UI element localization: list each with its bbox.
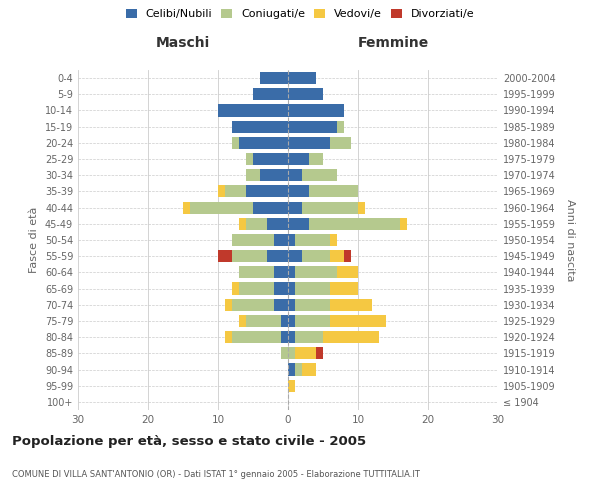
Bar: [295, 364, 302, 376]
Bar: [295, 266, 337, 278]
Bar: [260, 72, 288, 84]
Bar: [281, 315, 288, 327]
Bar: [323, 331, 379, 343]
Bar: [232, 120, 288, 132]
Bar: [253, 202, 288, 213]
Bar: [232, 234, 274, 246]
Bar: [288, 169, 302, 181]
Bar: [288, 364, 295, 376]
Bar: [295, 298, 330, 311]
Bar: [288, 186, 309, 198]
Y-axis label: Fasce di età: Fasce di età: [29, 207, 39, 273]
Bar: [218, 104, 288, 117]
Bar: [288, 282, 295, 294]
Bar: [225, 331, 232, 343]
Bar: [190, 202, 253, 213]
Bar: [288, 88, 323, 101]
Bar: [302, 250, 330, 262]
Bar: [330, 282, 358, 294]
Bar: [288, 250, 302, 262]
Bar: [358, 202, 365, 213]
Bar: [288, 234, 295, 246]
Bar: [274, 234, 288, 246]
Bar: [295, 348, 316, 360]
Bar: [288, 348, 295, 360]
Bar: [246, 315, 281, 327]
Bar: [246, 218, 267, 230]
Bar: [330, 137, 351, 149]
Bar: [288, 266, 295, 278]
Bar: [295, 234, 330, 246]
Bar: [337, 266, 358, 278]
Bar: [330, 250, 344, 262]
Text: COMUNE DI VILLA SANT'ANTONIO (OR) - Dati ISTAT 1° gennaio 2005 - Elaborazione TU: COMUNE DI VILLA SANT'ANTONIO (OR) - Dati…: [12, 470, 420, 479]
Bar: [309, 153, 323, 165]
Bar: [400, 218, 407, 230]
Bar: [232, 298, 274, 311]
Bar: [344, 250, 351, 262]
Bar: [246, 186, 288, 198]
Text: Popolazione per età, sesso e stato civile - 2005: Popolazione per età, sesso e stato civil…: [12, 435, 366, 448]
Text: Maschi: Maschi: [156, 36, 210, 50]
Bar: [288, 331, 295, 343]
Bar: [225, 298, 232, 311]
Bar: [232, 250, 267, 262]
Bar: [281, 331, 288, 343]
Bar: [288, 153, 309, 165]
Bar: [288, 137, 330, 149]
Bar: [239, 137, 288, 149]
Legend: Celibi/Nubili, Coniugati/e, Vedovi/e, Divorziati/e: Celibi/Nubili, Coniugati/e, Vedovi/e, Di…: [122, 6, 478, 22]
Bar: [295, 315, 330, 327]
Bar: [309, 186, 358, 198]
Bar: [288, 380, 295, 392]
Bar: [218, 250, 232, 262]
Bar: [239, 266, 274, 278]
Bar: [330, 315, 386, 327]
Bar: [267, 218, 288, 230]
Bar: [288, 202, 302, 213]
Bar: [295, 331, 323, 343]
Bar: [232, 331, 281, 343]
Bar: [295, 282, 330, 294]
Bar: [302, 169, 337, 181]
Bar: [316, 348, 323, 360]
Bar: [232, 137, 239, 149]
Bar: [281, 348, 288, 360]
Bar: [274, 266, 288, 278]
Bar: [225, 186, 246, 198]
Bar: [288, 218, 309, 230]
Bar: [288, 72, 316, 84]
Bar: [288, 120, 337, 132]
Bar: [274, 298, 288, 311]
Bar: [239, 315, 246, 327]
Bar: [288, 315, 295, 327]
Bar: [183, 202, 190, 213]
Bar: [246, 153, 253, 165]
Bar: [337, 120, 344, 132]
Bar: [302, 202, 358, 213]
Bar: [232, 282, 239, 294]
Bar: [274, 282, 288, 294]
Bar: [239, 282, 274, 294]
Bar: [239, 218, 246, 230]
Bar: [288, 104, 344, 117]
Bar: [330, 234, 337, 246]
Bar: [260, 169, 288, 181]
Bar: [253, 153, 288, 165]
Bar: [330, 298, 372, 311]
Bar: [309, 218, 400, 230]
Text: Femmine: Femmine: [358, 36, 428, 50]
Bar: [218, 186, 225, 198]
Bar: [302, 364, 316, 376]
Bar: [246, 169, 260, 181]
Bar: [253, 88, 288, 101]
Y-axis label: Anni di nascita: Anni di nascita: [565, 198, 575, 281]
Bar: [267, 250, 288, 262]
Bar: [288, 298, 295, 311]
